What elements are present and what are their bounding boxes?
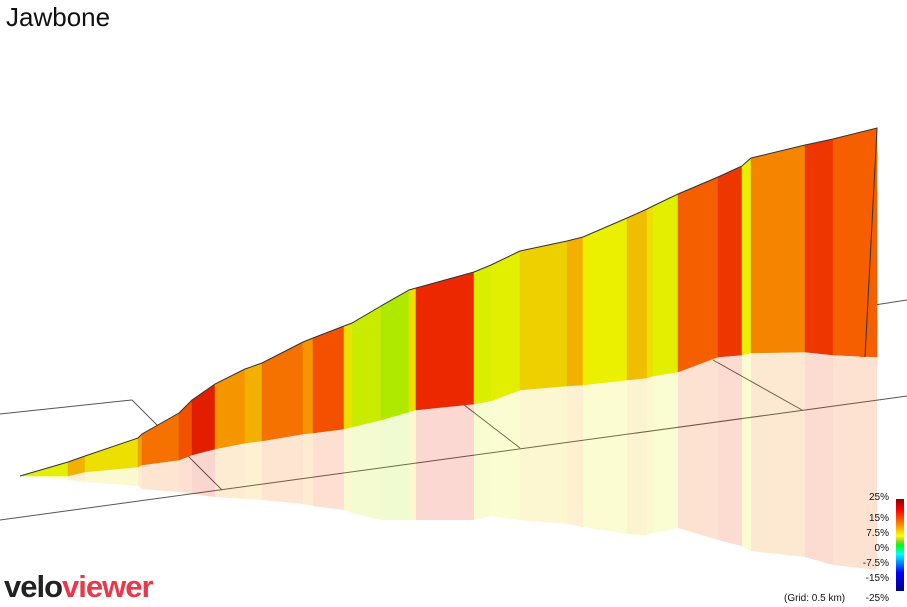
profile-shadow-segment bbox=[491, 390, 520, 520]
profile-segment bbox=[519, 240, 568, 391]
legend-label: 15% bbox=[868, 513, 889, 524]
profile-segment bbox=[191, 383, 216, 456]
profile-shadow-segment bbox=[192, 449, 215, 497]
profile-segment bbox=[626, 208, 648, 381]
profile-segment bbox=[84, 437, 139, 473]
profile-shadow-segment bbox=[20, 476, 68, 480]
profile-shadow-segment bbox=[751, 352, 805, 557]
profile-shadow-segment bbox=[344, 427, 352, 513]
profile-shadow-segment bbox=[653, 372, 678, 533]
profile-shadow-segment bbox=[647, 376, 653, 535]
profile-shadow-segment bbox=[179, 455, 192, 494]
legend-label: -15% bbox=[865, 573, 889, 584]
profile-segment bbox=[244, 362, 263, 444]
profile-shadow-segment bbox=[520, 386, 567, 524]
profile-segment bbox=[380, 289, 410, 421]
profile-segment bbox=[408, 287, 417, 413]
profile-shadow-segment bbox=[68, 472, 85, 482]
profile-segment bbox=[261, 341, 304, 442]
profile-segment bbox=[652, 193, 679, 377]
profile-shadow-segment bbox=[215, 443, 245, 499]
legend-label: 25% bbox=[868, 492, 889, 503]
profile-shadow-segment bbox=[303, 433, 313, 506]
profile-segment bbox=[214, 368, 246, 450]
grid-note: (Grid: 0.5 km) bbox=[784, 593, 846, 604]
profile-segment bbox=[302, 337, 314, 435]
profile-shadow-segment bbox=[142, 460, 179, 492]
veloviewer-logo[interactable]: veloviewer bbox=[4, 569, 154, 604]
profile-shadow-segment bbox=[85, 467, 138, 486]
grid-line bbox=[454, 397, 521, 449]
profile-segment bbox=[646, 205, 654, 379]
profile-segment bbox=[490, 250, 521, 402]
profile-shadow-segment bbox=[416, 404, 474, 520]
profile-segment bbox=[178, 399, 193, 461]
profile-shadow bbox=[20, 352, 877, 570]
profile-shadow-segment bbox=[262, 434, 303, 504]
profile-top-line bbox=[19, 127, 878, 477]
profile-shadow-segment bbox=[567, 385, 583, 527]
profile-segment bbox=[312, 325, 345, 434]
profile-segment bbox=[415, 271, 475, 411]
profile-segment bbox=[677, 176, 719, 373]
profile-shadow-segment bbox=[245, 441, 262, 500]
profile-shadow-segment bbox=[583, 380, 627, 534]
profile-shadow-segment bbox=[627, 378, 647, 535]
profile-segment bbox=[741, 157, 752, 356]
page-title: Jawbone bbox=[6, 2, 111, 32]
logo-velo: velo bbox=[4, 569, 63, 604]
legend-color-bar bbox=[896, 499, 904, 591]
profile-segment bbox=[566, 236, 584, 387]
grid-line bbox=[0, 399, 133, 415]
profile-segment bbox=[750, 144, 806, 354]
profile-shadow-segment bbox=[352, 420, 381, 520]
gradient-legend: 25% 15% 7.5% 0% -7.5% -15% -25% bbox=[860, 492, 907, 604]
profile-shadow-segment bbox=[742, 353, 751, 551]
profile-segment bbox=[582, 217, 628, 386]
profile-segments bbox=[19, 127, 878, 477]
profile-segment bbox=[137, 433, 143, 468]
legend-label: -25% bbox=[865, 593, 889, 604]
profile-segment bbox=[717, 165, 743, 358]
profile-segment bbox=[343, 322, 353, 430]
profile-shadow-segment bbox=[474, 401, 491, 520]
profile-segment bbox=[351, 305, 382, 428]
profile-segment bbox=[804, 138, 834, 356]
profile-shadow-segment bbox=[409, 410, 416, 520]
profile-shadow-segment bbox=[718, 355, 742, 546]
logo-viewer: viewer bbox=[62, 569, 154, 604]
profile-segment bbox=[473, 264, 492, 405]
legend-label: -7.5% bbox=[862, 558, 889, 569]
legend-label: 0% bbox=[874, 543, 889, 554]
profile-shadow-segment bbox=[833, 355, 877, 570]
profile-shadow-segment bbox=[138, 465, 142, 489]
profile-shadow-segment bbox=[313, 429, 344, 510]
profile-shadow-segment bbox=[381, 412, 409, 520]
legend-label: 7.5% bbox=[866, 528, 889, 539]
grid-line bbox=[0, 395, 907, 521]
profile-shadow-segment bbox=[678, 357, 718, 540]
grid-line bbox=[712, 359, 803, 411]
profile-end-face bbox=[860, 128, 877, 357]
profile-segment bbox=[141, 412, 180, 466]
profile-shadow-segment bbox=[805, 352, 833, 565]
